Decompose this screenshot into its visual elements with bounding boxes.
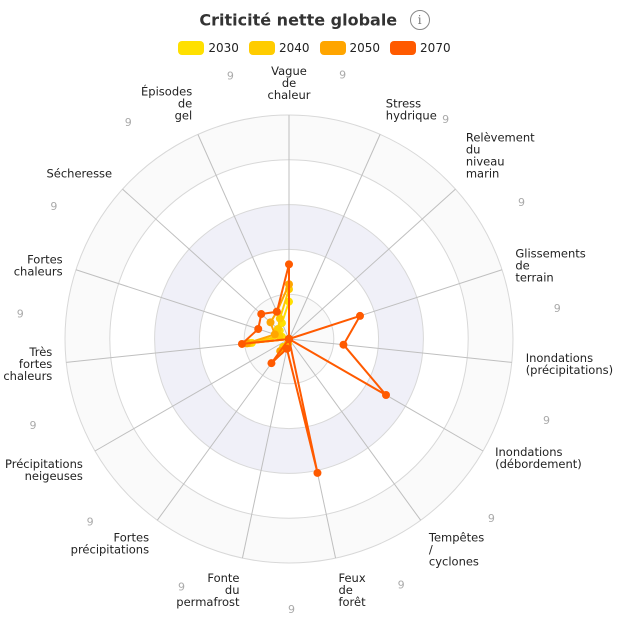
data-point-2040[interactable] bbox=[275, 314, 284, 323]
legend-item-2040[interactable]: 2040 bbox=[248, 40, 310, 55]
axis-label: Inondations (précipitations) bbox=[526, 351, 613, 377]
axis-max-label: 9 bbox=[50, 200, 57, 213]
data-point-2070[interactable] bbox=[339, 340, 348, 349]
data-point-2070[interactable] bbox=[285, 335, 293, 343]
legend-label: 2050 bbox=[349, 40, 381, 55]
legend-label: 2040 bbox=[278, 40, 310, 55]
radar-axis-line bbox=[288, 338, 512, 363]
chart-title-row: Criticité nette globale i bbox=[0, 10, 629, 30]
axis-label: Fortes précipitations bbox=[71, 531, 149, 557]
legend: 2030 2040 2050 2070 bbox=[0, 40, 629, 55]
legend-swatch bbox=[319, 40, 346, 55]
axis-max-label: 9 bbox=[30, 419, 37, 432]
axis-max-label: 9 bbox=[178, 581, 185, 594]
radar-axis-line bbox=[288, 338, 422, 521]
axis-max-label: 9 bbox=[442, 113, 449, 126]
data-point-2070[interactable] bbox=[267, 359, 276, 368]
data-point-2070[interactable] bbox=[282, 344, 291, 353]
axis-label: Glissements de terrain bbox=[515, 246, 585, 284]
data-point-2050[interactable] bbox=[266, 318, 275, 327]
legend-swatch bbox=[178, 40, 205, 55]
axis-label: Fonte du permafrost bbox=[176, 571, 240, 609]
data-point-2070[interactable] bbox=[356, 311, 365, 320]
axis-label: Très fortes chaleurs bbox=[3, 345, 52, 383]
data-point-2070[interactable] bbox=[257, 310, 266, 319]
data-point-2070[interactable] bbox=[381, 391, 390, 399]
axis-label: Inondations (débordement) bbox=[495, 445, 582, 471]
data-point-2050[interactable] bbox=[270, 330, 279, 339]
data-point-2070[interactable] bbox=[313, 468, 322, 477]
chart-title: Criticité nette globale bbox=[199, 10, 398, 30]
axis-max-label: 9 bbox=[87, 516, 94, 529]
axis-max-label: 9 bbox=[543, 414, 550, 427]
axis-label: Sécheresse bbox=[46, 167, 112, 181]
legend-label: 2070 bbox=[420, 40, 451, 55]
axis-max-label: 9 bbox=[554, 302, 561, 315]
data-point-2070[interactable] bbox=[272, 307, 281, 316]
axis-label: Relèvement du niveau marin bbox=[466, 131, 535, 181]
axis-label: Fortes chaleurs bbox=[14, 252, 63, 278]
axis-max-label: 9 bbox=[288, 603, 295, 616]
axis-max-label: 9 bbox=[398, 579, 405, 592]
axis-max-label: 9 bbox=[227, 69, 234, 82]
axis-max-label: 9 bbox=[17, 307, 24, 320]
info-icon[interactable]: i bbox=[409, 10, 430, 30]
data-point-2070[interactable] bbox=[254, 325, 263, 334]
radar-axis-line bbox=[94, 338, 290, 452]
axis-label: Feux de forêt bbox=[338, 571, 366, 609]
radar-axis-line bbox=[197, 134, 290, 340]
data-point-2070[interactable] bbox=[285, 260, 293, 269]
legend-swatch bbox=[390, 40, 417, 55]
radar-axis-line bbox=[241, 338, 290, 559]
axis-max-label: 9 bbox=[518, 196, 525, 209]
axis-max-label: 9 bbox=[488, 512, 495, 525]
axis-label: Stress hydrique bbox=[386, 97, 437, 123]
radar-axis-line bbox=[288, 134, 381, 340]
legend-item-2050[interactable]: 2050 bbox=[319, 40, 381, 55]
axis-label: Vague de chaleur bbox=[268, 64, 311, 102]
axis-max-label: 9 bbox=[339, 68, 346, 81]
legend-label: 2030 bbox=[208, 40, 239, 55]
axis-label: Tempêtes / cyclones bbox=[428, 531, 484, 569]
data-point-2070[interactable] bbox=[237, 339, 246, 348]
legend-item-2070[interactable]: 2070 bbox=[390, 40, 451, 55]
radar-axis-line bbox=[288, 188, 456, 340]
legend-swatch bbox=[248, 40, 275, 55]
radar-axis-line bbox=[156, 338, 290, 521]
legend-item-2030[interactable]: 2030 bbox=[178, 40, 239, 55]
radar-axis-line bbox=[75, 269, 290, 340]
axis-label: Précipitations neigeuses bbox=[5, 457, 83, 483]
axis-label: Épisodes de gel bbox=[141, 84, 192, 123]
axis-max-label: 9 bbox=[125, 116, 132, 129]
